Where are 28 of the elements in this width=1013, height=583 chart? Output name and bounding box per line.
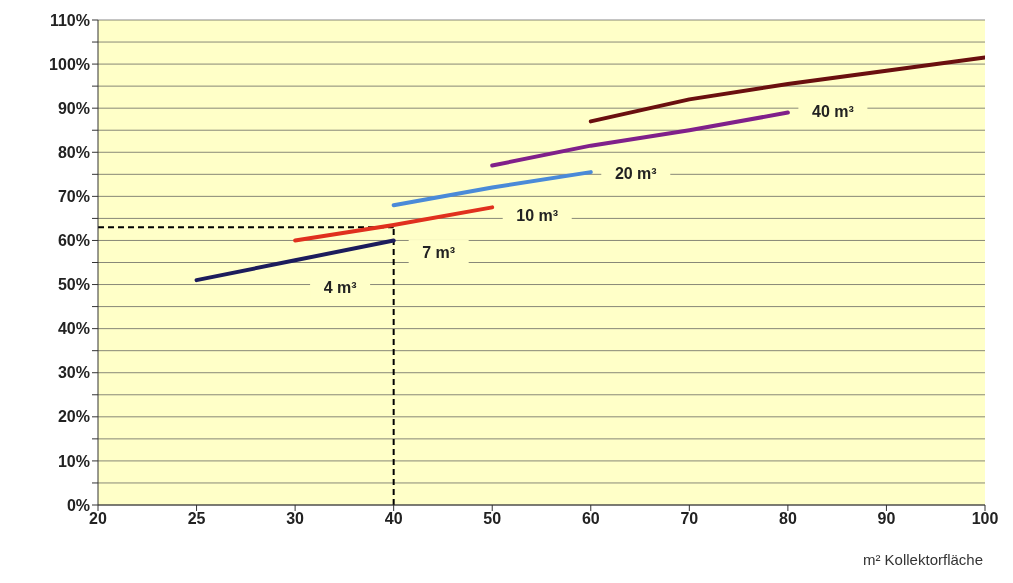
x-tick-label: 90: [877, 510, 896, 528]
x-tick-label: 60: [581, 510, 600, 528]
x-tick-label: 40: [384, 510, 403, 528]
y-tick-label: 100%: [49, 55, 90, 73]
y-tick-label: 50%: [57, 276, 90, 294]
y-tick-label: 110%: [49, 11, 90, 29]
y-tick-label: 90%: [57, 99, 90, 117]
x-tick-label: 20: [89, 510, 107, 528]
x-tick-label: 25: [187, 510, 206, 528]
y-tick-label: 30%: [57, 364, 90, 382]
series-label: 40 m³: [811, 102, 854, 120]
y-tick-label: 40%: [57, 320, 90, 338]
y-tick-label: 20%: [57, 408, 90, 426]
y-tick-label: 80%: [57, 143, 90, 161]
x-tick-label: 50: [483, 510, 502, 528]
y-tick-label: 0%: [66, 496, 90, 514]
series-label: 7 m³: [422, 244, 456, 262]
series-label: 20 m³: [614, 164, 657, 182]
y-tick-label: 70%: [57, 188, 90, 206]
x-tick-label: 30: [286, 510, 305, 528]
x-tick-label: 70: [680, 510, 699, 528]
series-label: 4 m³: [323, 279, 357, 297]
x-tick-label: 80: [778, 510, 797, 528]
x-tick-label: 100: [971, 510, 999, 528]
y-tick-label: 10%: [57, 452, 90, 470]
series-label: 10 m³: [516, 206, 559, 224]
y-tick-label: 60%: [57, 232, 90, 250]
x-axis-title: m² Kollektorfläche: [862, 551, 983, 568]
